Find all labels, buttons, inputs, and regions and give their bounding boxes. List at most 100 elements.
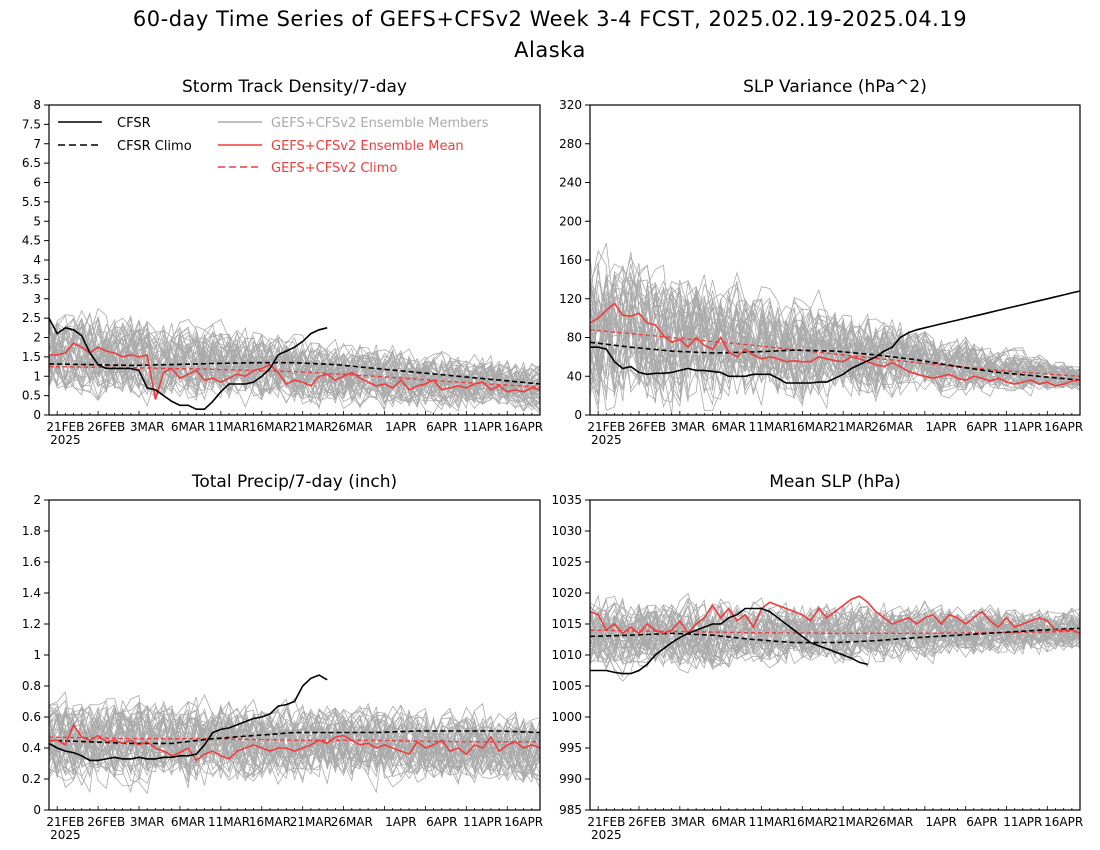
series-cfsr — [49, 317, 328, 411]
ensemble-member-line — [590, 243, 1080, 395]
figure-subtitle: Alaska — [514, 38, 586, 62]
ensemble-member-line — [590, 282, 1080, 396]
x-tick-label: 26FEB — [628, 815, 666, 829]
ensemble-member-line — [590, 279, 1080, 396]
ensemble-member-line — [590, 603, 1080, 665]
y-tick-label: 2 — [33, 331, 41, 345]
y-tick-label: 0 — [574, 408, 582, 422]
x-tick-label: 21FEB — [587, 815, 625, 829]
y-tick-label: 990 — [559, 772, 582, 786]
ensemble-member-line — [49, 707, 540, 788]
series-cfsr-climo — [590, 341, 1080, 381]
x-tick-label: 21MAR — [830, 815, 872, 829]
panel-3: Total Precip/7-day (inch)00.20.40.60.811… — [22, 472, 543, 842]
x-tick-label: 11MAR — [208, 815, 250, 829]
x-tick-label: 3MAR — [130, 815, 165, 829]
y-tick-label: 0.4 — [22, 741, 41, 755]
x-tick-label: 21MAR — [830, 420, 872, 434]
y-tick-label: 1030 — [551, 524, 582, 538]
y-tick-label: 995 — [559, 741, 582, 755]
x-tick-label: 16MAR — [789, 420, 831, 434]
y-tick-label: 1035 — [551, 493, 582, 507]
x-tick-label: 6MAR — [171, 420, 206, 434]
series-cfsr — [590, 607, 868, 675]
legend-label-mean: GEFS+CFSv2 Ensemble Mean — [271, 139, 464, 154]
ensemble-member-line — [49, 700, 540, 779]
ensemble-member-line — [49, 704, 540, 779]
x-tick-label: 16APR — [1044, 420, 1083, 434]
ensemble-member-line — [49, 314, 540, 404]
x-tick-label: 21FEB — [587, 420, 625, 434]
x-tick-label: 11APR — [1003, 815, 1042, 829]
x-tick-label: 11MAR — [749, 420, 791, 434]
x-tick-label: 16APR — [1044, 815, 1083, 829]
x-year-label: 2025 — [591, 828, 622, 842]
y-tick-label: 7.5 — [22, 117, 41, 131]
legend-label-cfsr: CFSR — [117, 116, 151, 131]
x-tick-label: 3MAR — [671, 420, 706, 434]
figure-title: 60-day Time Series of GEFS+CFSv2 Week 3-… — [133, 7, 967, 31]
x-tick-label: 3MAR — [130, 420, 165, 434]
y-tick-label: 1005 — [551, 679, 582, 693]
y-tick-label: 200 — [559, 214, 582, 228]
y-tick-label: 5 — [33, 214, 41, 228]
x-tick-label: 26MAR — [871, 420, 913, 434]
ensemble-member-line — [590, 249, 1080, 397]
x-tick-label: 26MAR — [331, 420, 373, 434]
panel-title: Mean SLP (hPa) — [769, 472, 901, 492]
x-tick-label: 16MAR — [249, 420, 291, 434]
y-tick-label: 0.5 — [22, 389, 41, 403]
legend: CFSR CFSR Climo GEFS+CFSv2 Ensemble Member… — [58, 116, 489, 176]
ensemble-member-line — [590, 597, 1080, 667]
x-tick-label: 26FEB — [628, 420, 666, 434]
y-tick-label: 6 — [33, 176, 41, 190]
ensemble-member-line — [49, 315, 540, 413]
x-tick-label: 6APR — [426, 420, 457, 434]
ensemble-member-line — [49, 711, 540, 794]
y-tick-label: 160 — [559, 253, 582, 267]
y-tick-label: 1010 — [551, 648, 582, 662]
x-tick-label: 21FEB — [46, 815, 84, 829]
y-tick-label: 0.2 — [22, 772, 41, 786]
panel-title: Total Precip/7-day (inch) — [191, 472, 397, 492]
y-tick-label: 1.4 — [22, 586, 41, 600]
y-tick-label: 3.5 — [22, 272, 41, 286]
x-tick-label: 21MAR — [290, 420, 332, 434]
panel-2: SLP Variance (hPa^2) 0 40 80 120 160 200 240 280… — [559, 77, 1083, 447]
y-tick-label: 7 — [33, 137, 41, 151]
y-tick-label: 1.2 — [22, 617, 41, 631]
x-tick-label: 26FEB — [87, 420, 125, 434]
x-tick-label: 26FEB — [87, 815, 125, 829]
y-tick-label: 0.8 — [22, 679, 41, 693]
x-year-label: 2025 — [50, 828, 81, 842]
legend-label-climo: GEFS+CFSv2 Climo — [271, 161, 397, 176]
y-tick-label: 6.5 — [22, 156, 41, 170]
x-tick-label: 1APR — [925, 420, 956, 434]
x-tick-label: 21FEB — [46, 420, 84, 434]
ensemble-member-line — [590, 606, 1080, 669]
panel-1: Storm Track Density/7-day 0 0.5 1 1.5 2 2.5 3 3.… — [22, 77, 543, 447]
ensemble-member-line — [49, 327, 540, 412]
ensemble-member-line — [590, 604, 1080, 675]
ensemble-member-line — [49, 711, 540, 786]
ensemble-members — [590, 243, 1080, 415]
x-tick-label: 1APR — [925, 815, 956, 829]
ensemble-member-line — [590, 282, 1080, 393]
y-tick-label: 1 — [33, 648, 41, 662]
x-tick-label: 16APR — [504, 815, 543, 829]
ensemble-member-line — [49, 317, 540, 411]
x-tick-label: 6MAR — [712, 815, 747, 829]
x-tick-label: 21MAR — [290, 815, 332, 829]
series-gefs-cfsv2-climo — [590, 329, 1080, 377]
x-tick-label: 11APR — [1003, 420, 1042, 434]
ensemble-member-line — [49, 700, 540, 776]
x-tick-label: 11APR — [463, 420, 502, 434]
x-tick-label: 11APR — [463, 815, 502, 829]
ensemble-member-line — [590, 251, 1080, 397]
x-tick-label: 6MAR — [712, 420, 747, 434]
y-tick-label: 0 — [33, 803, 41, 817]
ensemble-member-line — [49, 705, 540, 781]
y-tick-label: 4 — [33, 253, 41, 267]
ensemble-member-line — [49, 698, 540, 788]
x-tick-label: 1APR — [385, 815, 416, 829]
